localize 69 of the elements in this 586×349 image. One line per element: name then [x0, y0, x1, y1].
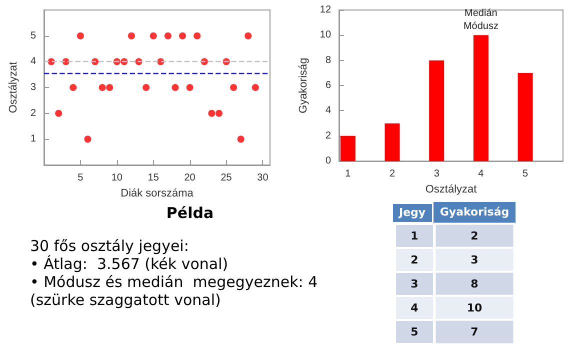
y-tick-label: 8 — [325, 54, 332, 66]
point — [252, 84, 259, 91]
data-label: 3 — [470, 254, 478, 266]
y-tick-label: 0 — [325, 156, 332, 167]
data-label: 7 — [470, 326, 478, 338]
y-tick-label: 10 — [320, 30, 332, 41]
y-tick-label: 1 — [410, 230, 418, 242]
text: • Átlag: 3.567 (kék vonal) — [30, 255, 230, 273]
y-axis-title: Jegy — [398, 206, 426, 219]
y-tick-label: 2 — [325, 130, 332, 142]
point — [84, 136, 92, 143]
x-tick-label: 2 — [389, 168, 396, 180]
y-tick-label: 4 — [410, 302, 419, 314]
y-axis-title: Gyakoriság — [298, 58, 310, 114]
data-label: 2 — [470, 230, 478, 242]
point — [142, 84, 150, 91]
x-tick-label: 10 — [111, 172, 123, 184]
bar — [518, 72, 533, 162]
bar — [340, 136, 356, 162]
y-axis-title: Osztályzat — [8, 62, 20, 114]
data-label: 8 — [470, 278, 478, 290]
x-tick-label: 1 — [345, 168, 352, 180]
x-tick-label: 30 — [257, 172, 269, 184]
point — [172, 84, 179, 91]
x-tick-label: 3 — [434, 168, 440, 180]
text: (szürke szaggatott vonal) — [30, 291, 222, 309]
y-tick-label: 12 — [320, 4, 332, 16]
y-tick-label: 4 — [30, 56, 36, 68]
y-tick-label: 5 — [410, 326, 418, 338]
point — [230, 84, 238, 91]
x-tick-label: 25 — [220, 172, 232, 184]
point — [164, 32, 172, 40]
point — [186, 84, 194, 91]
point — [70, 84, 77, 91]
y-tick-label: 2 — [30, 108, 36, 119]
x-tick-label: 5 — [522, 168, 529, 180]
text: • Módusz és medián megegyeznek: 4 — [30, 273, 319, 291]
point — [194, 32, 201, 40]
y-tick-label: 6 — [325, 80, 332, 92]
y-tick-label: 1 — [30, 134, 36, 145]
point — [244, 32, 252, 40]
text: Példa — [165, 204, 215, 222]
x-tick-label: 4 — [478, 168, 484, 180]
x-tick-label: 20 — [184, 172, 196, 184]
point — [179, 32, 186, 40]
bar — [384, 123, 400, 162]
bar — [429, 60, 444, 162]
y-tick-label: 3 — [30, 82, 36, 93]
x-axis-title: Diák sorszáma — [120, 187, 194, 200]
y-tick-label: 2 — [410, 254, 418, 266]
point — [208, 110, 216, 117]
y-tick-label: 3 — [410, 278, 418, 290]
data-label: 10 — [466, 302, 482, 314]
point — [98, 84, 106, 91]
y-tick-label: 4 — [325, 105, 332, 116]
point — [150, 32, 157, 40]
point — [106, 84, 114, 91]
x-axis-title: Osztályzat — [425, 184, 477, 196]
point — [215, 110, 222, 117]
y-tick-label: 5 — [30, 30, 36, 42]
point — [128, 32, 135, 40]
x-tick-label: 15 — [148, 172, 160, 184]
x-tick-label: 5 — [78, 172, 84, 184]
point — [76, 32, 84, 40]
annotation: Medián Módusz — [463, 8, 498, 32]
bar — [473, 35, 488, 162]
point — [237, 136, 244, 143]
text: 30 fős osztály jegyei: — [30, 237, 190, 255]
point — [55, 110, 62, 117]
